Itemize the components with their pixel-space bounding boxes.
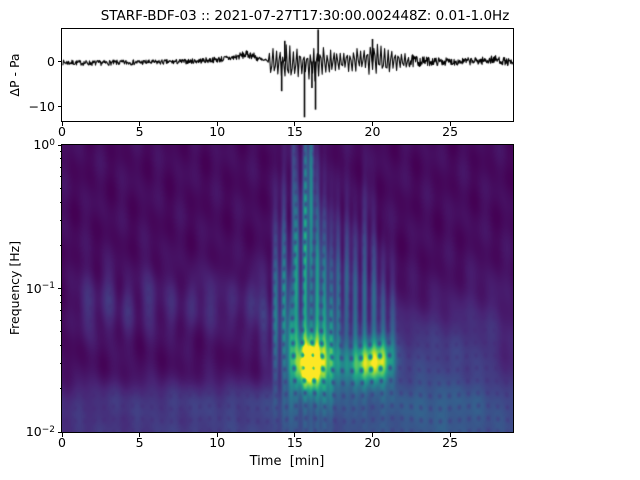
spectrogram-x-tick-mark xyxy=(371,433,373,437)
spectrogram-y-minor-tick-mark xyxy=(59,363,62,365)
waveform-x-tick-mark xyxy=(61,122,63,126)
figure-title: STARF-BDF-03 :: 2021-07-27T17:30:00.0024… xyxy=(100,8,510,24)
tick-exponent: −1 xyxy=(41,281,55,291)
spectrogram-y-minor-tick-mark xyxy=(59,310,62,312)
spectrogram-x-tick-label: 15 xyxy=(286,435,303,450)
spectrogram-x-tick-mark xyxy=(139,433,141,437)
waveform-y-tick-label: −10 xyxy=(28,98,55,114)
spectrogram-x-tick-label: 0 xyxy=(58,435,66,450)
spectrogram-y-tick-label: 10−1 xyxy=(25,280,55,296)
spectrogram-y-minor-tick-mark xyxy=(59,331,62,333)
waveform-plot xyxy=(62,29,513,121)
waveform-x-tick-label: 0 xyxy=(58,124,66,139)
spectrogram-y-minor-tick-mark xyxy=(59,187,62,189)
spectrogram-y-minor-tick-mark xyxy=(59,201,62,203)
spectrogram-x-tick-mark xyxy=(216,433,218,437)
spectrogram-y-minor-tick-mark xyxy=(59,301,62,303)
spectrogram-y-minor-tick-mark xyxy=(59,158,62,160)
waveform-y-tick-mark xyxy=(57,106,62,107)
spectrogram-x-tick-mark xyxy=(449,433,451,437)
waveform-x-tick-label: 15 xyxy=(286,124,303,139)
spectrogram-y-minor-tick-mark xyxy=(59,176,62,178)
waveform-y-tick-mark xyxy=(57,61,62,62)
waveform-x-tick-mark xyxy=(449,122,451,126)
waveform-y-tick-label: 0 xyxy=(47,53,55,69)
waveform-x-tick-label: 20 xyxy=(364,124,381,139)
spectrogram-x-tick-mark xyxy=(61,433,63,437)
spectrogram-y-minor-tick-mark xyxy=(59,166,62,168)
spectrogram-y-tick-label: 10−2 xyxy=(25,424,55,439)
spectrogram-x-tick-mark xyxy=(294,433,296,437)
spectrogram-y-minor-tick-mark xyxy=(59,345,62,347)
waveform-x-tick-mark xyxy=(216,122,218,126)
waveform-x-tick-label: 5 xyxy=(135,124,144,139)
waveform-x-tick-mark xyxy=(371,122,373,126)
waveform-x-tick-mark xyxy=(294,122,296,126)
waveform-y-axis-label: ΔP - Pa xyxy=(6,53,22,97)
waveform-x-tick-label: 25 xyxy=(442,124,459,139)
spectrogram-y-tick-label: 100 xyxy=(33,137,55,152)
spectrogram-y-major-tick-mark xyxy=(57,431,62,433)
spectrogram-y-minor-tick-mark xyxy=(59,219,62,221)
spectrogram-x-tick-label: 5 xyxy=(135,435,144,450)
spectrogram-y-minor-tick-mark xyxy=(59,244,62,246)
time-axis-label: Time [min] xyxy=(249,454,325,469)
tick-exponent: 0 xyxy=(49,137,55,148)
spectrogram-y-minor-tick-mark xyxy=(59,294,62,296)
spectrogram-plot xyxy=(62,145,513,432)
spectrogram-y-major-tick-mark xyxy=(57,288,62,289)
spectrogram-y-minor-tick-mark xyxy=(59,319,62,321)
spectrogram-x-tick-label: 25 xyxy=(442,435,459,450)
waveform-x-tick-mark xyxy=(139,122,141,126)
spectrogram-y-major-tick-mark xyxy=(57,144,62,146)
spectrogram-y-minor-tick-mark xyxy=(59,151,62,153)
tick-exponent: −2 xyxy=(41,424,55,435)
spectrogram-y-minor-tick-mark xyxy=(59,388,62,390)
spectrogram-x-tick-label: 20 xyxy=(364,435,381,450)
waveform-x-tick-label: 10 xyxy=(209,124,226,139)
spectrogram-x-tick-label: 10 xyxy=(209,435,226,450)
